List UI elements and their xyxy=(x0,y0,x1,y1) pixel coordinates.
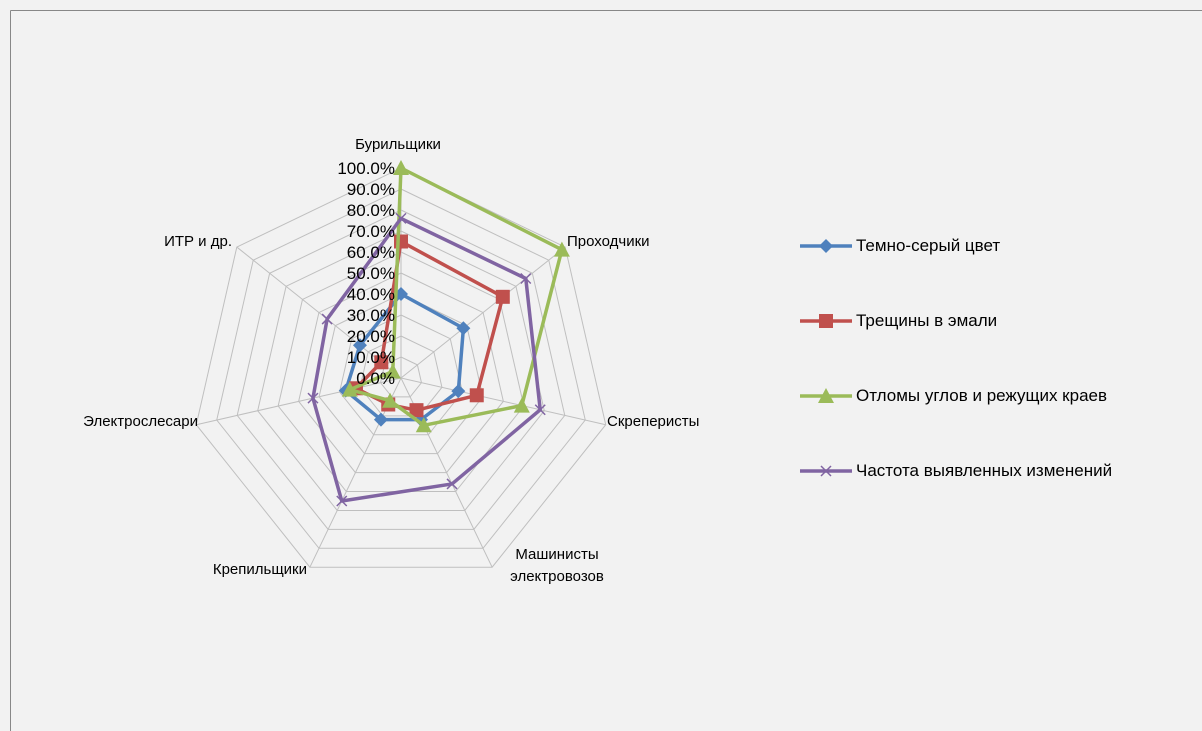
spoke xyxy=(196,377,402,426)
tick-label: 0.0% xyxy=(356,369,395,388)
tick-label: 70.0% xyxy=(346,222,395,241)
marker xyxy=(451,384,466,399)
marker xyxy=(341,381,358,397)
axis-label: ИТР и др. xyxy=(164,233,232,250)
tick-label: 20.0% xyxy=(346,327,395,346)
axis-label: Крепильщики xyxy=(212,561,307,578)
marker xyxy=(395,212,407,224)
tick-label: 30.0% xyxy=(346,306,395,325)
marker xyxy=(393,160,409,175)
marker xyxy=(553,241,570,257)
spoke xyxy=(236,246,402,379)
marker xyxy=(409,403,424,418)
legend-label: Трещины в эмали xyxy=(856,311,998,330)
axis-label: Машинисты электровозов xyxy=(510,546,604,585)
spoke xyxy=(400,246,566,379)
tick-label: 40.0% xyxy=(346,285,395,304)
tick-label: 80.0% xyxy=(346,201,395,220)
grid-ring xyxy=(339,314,463,436)
tick-label: 90.0% xyxy=(346,180,395,199)
marker xyxy=(382,392,399,408)
marker xyxy=(336,495,348,507)
tick-label: 10.0% xyxy=(346,348,395,367)
marker xyxy=(534,404,546,416)
grid-ring xyxy=(216,188,586,549)
marker xyxy=(446,478,458,490)
marker xyxy=(513,397,530,413)
marker xyxy=(373,412,388,427)
grid-ring xyxy=(257,230,545,511)
legend-label: Отломы углов и режущих краев xyxy=(856,386,1108,405)
marker xyxy=(307,392,319,404)
legend-label: Темно-серый цвет xyxy=(856,236,1001,255)
series-line xyxy=(343,292,466,422)
marker xyxy=(456,321,471,336)
grid-ring xyxy=(236,209,566,530)
marker xyxy=(820,465,832,477)
axis-label: Скреперисты xyxy=(607,413,700,430)
grid-ring xyxy=(318,293,484,455)
marker xyxy=(819,314,833,328)
tick-label: 50.0% xyxy=(346,264,395,283)
axis-label: Бурильщики xyxy=(355,136,441,153)
legend-label: Частота выявленных изменений xyxy=(856,461,1113,480)
tick-label: 100.0% xyxy=(337,159,395,178)
marker xyxy=(374,355,389,370)
series-line xyxy=(311,216,542,503)
marker xyxy=(415,417,432,433)
axis-label: Проходчики xyxy=(567,233,650,250)
series-line xyxy=(348,166,564,428)
grid-ring xyxy=(195,167,607,568)
marker xyxy=(818,388,834,403)
marker xyxy=(495,289,510,304)
grid-ring xyxy=(298,272,504,474)
marker xyxy=(321,313,333,325)
marker xyxy=(384,363,401,379)
marker xyxy=(520,272,532,285)
grid-ring xyxy=(359,335,443,417)
marker xyxy=(469,388,484,403)
marker xyxy=(352,338,367,353)
axis-label: Электрослесари xyxy=(83,413,198,430)
marker xyxy=(819,239,833,253)
spoke xyxy=(400,377,606,426)
tick-label: 60.0% xyxy=(346,243,395,262)
